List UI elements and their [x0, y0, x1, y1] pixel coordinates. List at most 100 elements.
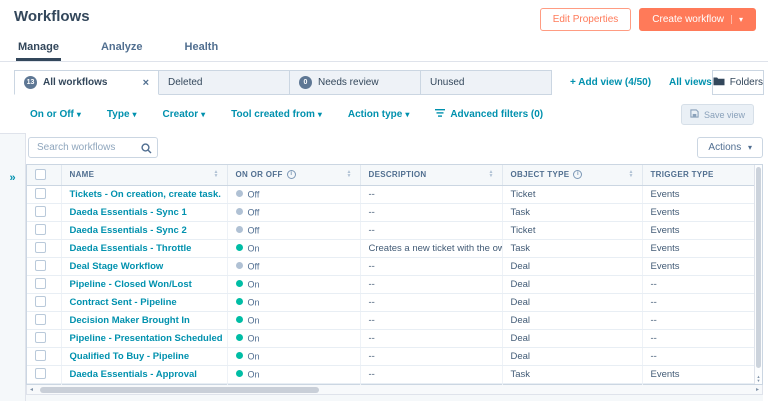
workflow-name-link[interactable]: Tickets - On creation, create task.	[69, 188, 221, 200]
status-dot	[235, 334, 243, 342]
object-type-cell: Task	[501, 365, 642, 384]
table-row: Daeda Essentials - Approval On -- Task E…	[27, 365, 754, 384]
table-row: Qualified To Buy - Pipeline On -- Deal -…	[27, 347, 754, 366]
filter-dropdowns: On or Off ▾ Type ▾ Creator ▾ Tool created f…	[30, 109, 409, 120]
column-header-description[interactable]: DESCRIPTION ▲ ▼	[359, 165, 502, 186]
view-tab-label: Needs review	[318, 77, 379, 88]
workflow-name-link[interactable]: Contract Sent - Pipeline	[69, 296, 177, 308]
row-checkbox[interactable]	[35, 368, 46, 380]
trigger-type-cell: Events	[641, 203, 754, 222]
sort-icon[interactable]: ▲ ▼	[628, 169, 634, 179]
workflow-name-link[interactable]: Daeda Essentials - Sync 2	[69, 224, 187, 236]
column-header-trigger[interactable]: TRIGGER TYPE	[641, 165, 754, 186]
trigger-type-cell: Events	[641, 257, 754, 276]
filter-tool-created-from[interactable]: Tool created from ▾	[231, 109, 322, 120]
column-header-name[interactable]: NAME ▲ ▼	[60, 165, 227, 186]
workflow-name-link[interactable]: Daeda Essentials - Throttle	[69, 242, 192, 254]
select-all-checkbox[interactable]	[35, 169, 46, 181]
row-checkbox[interactable]	[35, 260, 46, 272]
save-view-button[interactable]: Save view	[680, 104, 754, 125]
count-badge: 13	[24, 76, 37, 89]
edit-properties-button[interactable]: Edit Properties	[539, 8, 632, 31]
info-icon[interactable]: i	[573, 170, 583, 180]
filter-dropdown-label: Type	[106, 109, 130, 120]
actions-label: Actions	[708, 142, 742, 153]
row-checkbox[interactable]	[35, 332, 46, 344]
row-checkbox[interactable]	[35, 206, 46, 218]
status-dot	[235, 190, 243, 198]
status-label: Off	[247, 260, 260, 271]
tab-manage[interactable]: Manage	[16, 41, 61, 61]
folders-tab[interactable]: Folders	[711, 70, 764, 95]
vertical-scrollbar-thumb[interactable]	[756, 167, 761, 368]
view-tab-needs-review[interactable]: 0 Needs review ×	[290, 70, 421, 95]
collapsed-folders-rail: »	[0, 133, 26, 401]
all-views-link[interactable]: All views	[669, 77, 712, 88]
advanced-filters-label: Advanced filters (0)	[450, 109, 544, 120]
filter-on-or-off[interactable]: On or Off ▾	[30, 109, 81, 120]
status-dot	[235, 316, 243, 324]
row-checkbox[interactable]	[35, 296, 46, 308]
workflow-name-link[interactable]: Qualified To Buy - Pipeline	[69, 350, 190, 362]
scroll-right-icon[interactable]: ▸	[755, 386, 759, 393]
table-row: Daeda Essentials - Throttle On Creates a…	[27, 239, 754, 258]
advanced-filters-button[interactable]: Advanced filters (0)	[435, 109, 543, 120]
row-checkbox[interactable]	[35, 188, 46, 200]
workflows-table: NAME ▲ ▼ ON OR OFF i ▲ ▼ DESCRIPTION ▲ ▼ OB…	[27, 165, 754, 401]
column-header-object[interactable]: OBJECT TYPE i ▲ ▼	[501, 165, 642, 186]
advanced-filters-icon	[435, 109, 446, 120]
status-dot	[235, 298, 243, 306]
object-type-cell: Task	[501, 203, 642, 222]
sort-icon[interactable]: ▲ ▼	[213, 169, 219, 179]
tab-analyze[interactable]: Analyze	[99, 41, 145, 61]
horizontal-scrollbar[interactable]: ◂ ▸	[26, 385, 763, 395]
view-tabs-list: 13 All workflows × Deleted × 0 Needs rev…	[14, 70, 552, 95]
table-row: Daeda Essentials - Sync 2 Off -- Ticket …	[27, 221, 754, 240]
description-cell: --	[359, 185, 502, 204]
scroll-left-icon[interactable]: ◂	[30, 386, 34, 393]
filter-dropdown-label: Action type	[347, 109, 403, 120]
vertical-scrollbar[interactable]: ▲ ▼	[754, 165, 762, 384]
view-tab-deleted[interactable]: Deleted ×	[159, 70, 290, 95]
workflow-name-link[interactable]: Deal Stage Workflow	[69, 260, 164, 272]
info-icon[interactable]: i	[286, 170, 296, 180]
status-label: On	[247, 332, 260, 343]
horizontal-scrollbar-thumb[interactable]	[40, 386, 320, 393]
filter-creator[interactable]: Creator ▾	[163, 109, 206, 120]
search-input[interactable]	[28, 137, 158, 158]
actions-button[interactable]: Actions ▾	[697, 137, 763, 158]
workflow-name-link[interactable]: Decision Maker Brought In	[69, 314, 190, 326]
close-icon[interactable]: ×	[142, 76, 149, 89]
page-title: Workflows	[14, 8, 90, 25]
workflow-name-link[interactable]: Pipeline - Closed Won/Lost	[69, 278, 192, 290]
trigger-type-cell: Events	[641, 365, 754, 384]
workflow-name-link[interactable]: Pipeline - Presentation Scheduled	[69, 332, 223, 344]
filter-type[interactable]: Type ▾	[107, 109, 137, 120]
status-label: On	[247, 296, 260, 307]
tab-health[interactable]: Health	[183, 41, 221, 61]
create-workflow-button[interactable]: Create workflow ▾	[639, 8, 756, 31]
row-checkbox[interactable]	[35, 242, 46, 254]
row-checkbox[interactable]	[35, 350, 46, 362]
chevron-down-icon: ▾	[730, 15, 743, 24]
sort-icon[interactable]: ▲ ▼	[346, 169, 352, 179]
column-header-onoff[interactable]: ON OR OFF i ▲ ▼	[226, 165, 360, 186]
row-checkbox[interactable]	[35, 224, 46, 236]
nav-tabs: Manage Analyze Health	[0, 31, 768, 62]
workflow-name-link[interactable]: Daeda Essentials - Sync 1	[69, 206, 187, 218]
view-tab-unused[interactable]: Unused ×	[421, 70, 552, 95]
folder-icon	[713, 76, 725, 89]
chevron-down-icon: ▾	[747, 143, 752, 152]
expand-panel-icon[interactable]: »	[9, 172, 16, 184]
row-checkbox[interactable]	[35, 278, 46, 290]
vertical-scrollbar-arrows[interactable]: ▲ ▼	[756, 374, 761, 383]
search-icon	[141, 141, 152, 159]
filter-action-type[interactable]: Action type ▾	[348, 109, 409, 120]
view-tab-all-workflows[interactable]: 13 All workflows ×	[14, 70, 159, 95]
object-type-cell: Ticket	[501, 185, 642, 204]
table-body: Tickets - On creation, create task. Off …	[27, 185, 754, 401]
workflow-name-link[interactable]: Daeda Essentials - Approval	[69, 368, 197, 380]
add-view-link[interactable]: + Add view (4/50)	[570, 77, 652, 88]
sort-icon[interactable]: ▲ ▼	[488, 169, 494, 179]
row-checkbox[interactable]	[35, 314, 46, 326]
